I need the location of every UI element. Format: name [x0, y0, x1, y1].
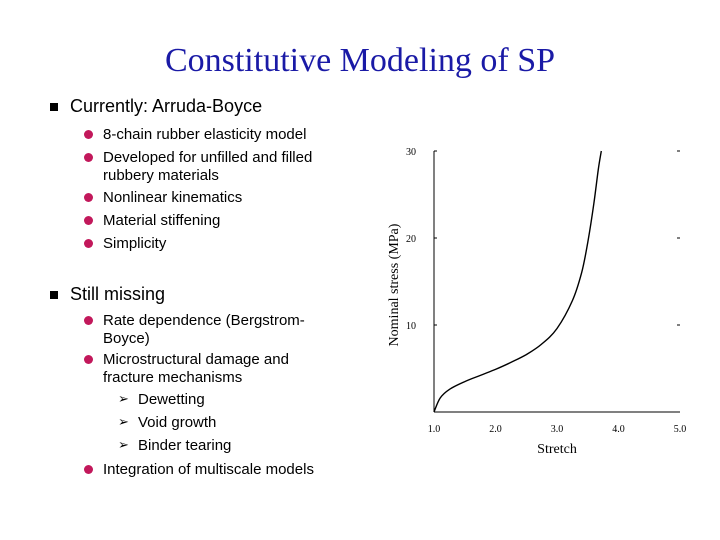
arrowhead-bullet-icon: ➢: [118, 415, 129, 430]
x-tick-label: 4.0: [612, 424, 625, 435]
list-item-continuation: rubbery materials: [103, 167, 219, 184]
x-tick-label: 3.0: [551, 424, 564, 435]
x-axis-label: Stretch: [537, 442, 577, 457]
list-item: Rate dependence (Bergstrom-: [103, 312, 305, 329]
x-tick-label: 2.0: [489, 424, 502, 435]
section-heading: Currently: Arruda-Boyce: [70, 96, 263, 116]
circle-bullet-icon: [84, 216, 93, 225]
list-item: Developed for unfilled and filled: [103, 149, 313, 166]
list-item-continuation: Boyce): [103, 330, 150, 347]
list-item: Microstructural damage and: [103, 351, 289, 368]
x-tick-label: 5.0: [674, 424, 687, 435]
circle-bullet-icon: [84, 465, 93, 474]
circle-bullet-icon: [84, 193, 93, 202]
square-bullet-icon: [50, 103, 58, 111]
x-tick-label: 1.0: [428, 424, 441, 435]
list-item: Nonlinear kinematics: [103, 189, 243, 206]
circle-bullet-icon: [84, 153, 93, 162]
arrowhead-bullet-icon: ➢: [118, 438, 129, 453]
circle-bullet-icon: [84, 316, 93, 325]
arrowhead-bullet-icon: ➢: [118, 392, 129, 407]
series-line: [433, 150, 602, 413]
list-item: 8-chain rubber elasticity model: [103, 126, 307, 143]
list-item: Material stiffening: [103, 212, 221, 229]
list-item: Integration of multiscale models: [103, 461, 314, 478]
square-bullet-icon: [50, 291, 58, 299]
list-item: Simplicity: [103, 235, 167, 252]
circle-bullet-icon: [84, 130, 93, 139]
list-item: Void growth: [138, 414, 217, 431]
y-tick-label: 30: [406, 147, 416, 158]
y-tick-label: 20: [406, 234, 416, 245]
slide-title: Constitutive Modeling of SP: [164, 42, 556, 79]
list-item-continuation: fracture mechanisms: [103, 369, 243, 386]
circle-bullet-icon: [84, 239, 93, 248]
list-item: Binder tearing: [138, 437, 232, 454]
y-tick-label: 10: [406, 321, 416, 332]
section-heading: Still missing: [70, 284, 166, 304]
circle-bullet-icon: [84, 355, 93, 364]
y-axis-label: Nominal stress (MPa): [387, 223, 402, 346]
list-item: Dewetting: [138, 391, 205, 408]
